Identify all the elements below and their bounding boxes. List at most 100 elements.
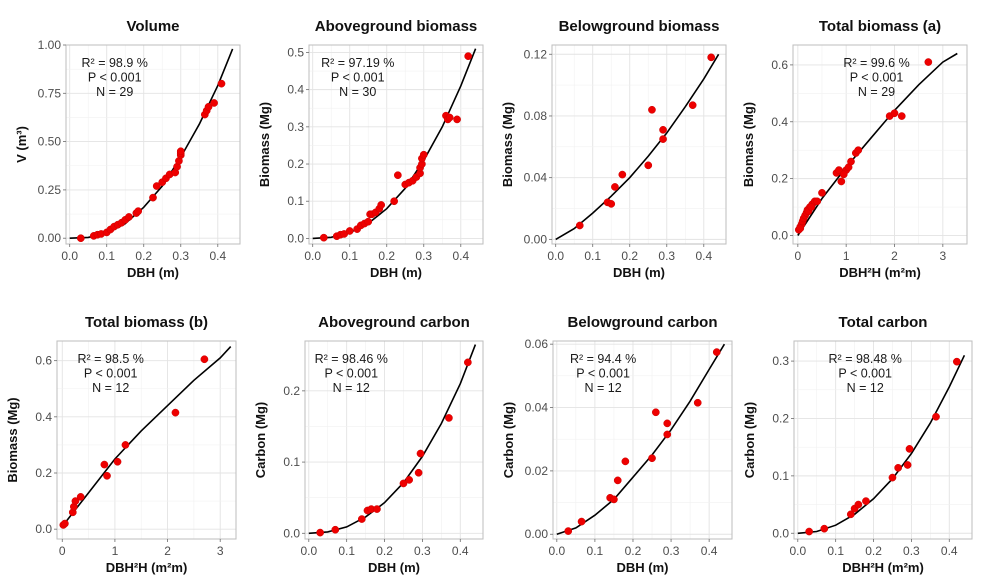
data-point	[575, 221, 584, 230]
data-point	[805, 527, 813, 536]
data-point	[659, 125, 667, 134]
grid	[305, 341, 483, 539]
data-point	[152, 182, 161, 190]
data-point	[577, 517, 586, 526]
x-tick-label: 0.3	[172, 249, 189, 263]
x-tick-label: 0.2	[621, 249, 638, 263]
data-point	[659, 135, 667, 143]
data-point	[134, 207, 143, 216]
data-point	[357, 515, 366, 523]
stat-annotation: N = 29	[858, 85, 895, 99]
x-tick-label: 0.4	[695, 249, 712, 263]
y-tick-label: 0.1	[283, 455, 300, 469]
data-point	[796, 224, 805, 233]
stat-annotation: P < 0.001	[84, 366, 138, 380]
chart-panel-2: 0.0 0.1 0.2 0.3 0.4 0.0 0.1 0.2 0.3 0.4 0.5 Abovegr…	[257, 18, 484, 280]
x-axis-title: DBH²H (m²m)	[106, 560, 188, 575]
x-tick-label: 0.4	[941, 544, 958, 558]
data-point	[377, 201, 386, 209]
y-tick-label: 0.3	[772, 354, 789, 368]
data-point	[76, 234, 85, 243]
y-tick-label: 0.2	[771, 172, 788, 186]
data-point	[176, 147, 185, 156]
data-point	[903, 461, 912, 469]
y-tick-label: 0.3	[287, 120, 304, 134]
stat-annotation: N = 12	[333, 381, 370, 395]
y-axis-title: Carbon (Mg)	[742, 402, 757, 479]
data-point	[905, 445, 914, 453]
chart-title: Aboveground carbon	[318, 314, 470, 331]
data-point	[405, 476, 413, 484]
data-point	[416, 449, 425, 458]
data-points	[59, 355, 209, 529]
data-point	[210, 99, 218, 107]
data-point	[807, 203, 816, 211]
data-point	[419, 150, 428, 159]
y-tick-label: 0.02	[525, 464, 549, 478]
data-points	[319, 52, 473, 242]
y-tick-label: 1.00	[38, 38, 62, 52]
x-tick-label: 0.4	[209, 249, 226, 263]
x-tick-label: 0.3	[663, 544, 680, 558]
chart-title: Total carbon	[839, 314, 928, 331]
chart-panel-4: 0 1 2 3 0.0 0.2 0.4 0.6 Total biomass (a) DBH²H (…	[741, 18, 968, 280]
panel-border	[792, 44, 968, 245]
data-point	[125, 213, 133, 221]
y-tick-label: 0.25	[38, 183, 62, 197]
x-axis-title: DBH (m)	[368, 560, 420, 575]
panel-border	[65, 44, 241, 245]
data-point	[364, 217, 373, 226]
data-point	[61, 519, 69, 528]
data-point	[712, 348, 721, 356]
x-tick-label: 0.1	[584, 249, 601, 263]
panel-border	[56, 340, 237, 540]
data-point	[894, 463, 902, 472]
y-tick-label: 0.00	[525, 527, 549, 541]
y-tick-label: 0.50	[38, 135, 62, 149]
data-point	[445, 414, 453, 422]
chart-title: Belowground biomass	[559, 18, 720, 35]
data-point	[316, 528, 324, 537]
x-axis-title: DBH (m)	[617, 560, 669, 575]
x-tick-label: 0.3	[903, 544, 920, 558]
x-tick-label: 1	[112, 544, 119, 558]
x-tick-label: 0.1	[341, 249, 358, 263]
fit-curve	[61, 346, 232, 527]
chart-panel-3: 0.0 0.1 0.2 0.3 0.4 0.00 0.04 0.08 0.12 Belowgrou…	[500, 18, 727, 280]
stat-annotation: P < 0.001	[838, 366, 892, 380]
x-tick-label: 0.4	[701, 544, 718, 558]
y-tick-label: 0.1	[287, 194, 304, 208]
y-axis-title: Carbon (Mg)	[501, 402, 516, 479]
data-point	[113, 457, 122, 466]
data-point	[76, 493, 85, 501]
y-tick-label: 0.08	[524, 109, 548, 123]
x-tick-label: 3	[939, 249, 946, 263]
x-tick-label: 0.2	[135, 249, 152, 263]
stat-annotation: R² = 94.4 %	[570, 352, 636, 366]
y-tick-label: 0.06	[525, 337, 549, 351]
x-tick-label: 1	[843, 249, 850, 263]
chart-panel-8: 0.0 0.1 0.2 0.3 0.4 0.0 0.1 0.2 0.3 Total carbon D…	[742, 314, 973, 575]
data-point	[611, 183, 619, 191]
stat-annotation: P < 0.001	[324, 366, 378, 380]
stat-annotation: R² = 98.46 %	[315, 352, 388, 366]
data-point	[103, 471, 111, 480]
y-tick-label: 0.75	[38, 86, 62, 100]
stat-annotation: P < 0.001	[331, 70, 385, 84]
data-point	[847, 157, 855, 166]
data-point	[663, 430, 672, 439]
x-tick-label: 0.3	[658, 249, 675, 263]
panel-border	[552, 340, 733, 540]
data-point	[217, 79, 226, 88]
data-points	[564, 348, 721, 535]
stat-annotation: R² = 97.19 %	[321, 56, 394, 70]
x-tick-label: 0	[794, 249, 801, 263]
data-point	[707, 53, 716, 62]
x-tick-label: 0.1	[98, 249, 115, 263]
data-point	[200, 355, 209, 364]
data-point	[924, 58, 933, 66]
data-point	[818, 188, 826, 197]
data-point	[953, 357, 961, 366]
stat-annotation: P < 0.001	[576, 366, 630, 380]
